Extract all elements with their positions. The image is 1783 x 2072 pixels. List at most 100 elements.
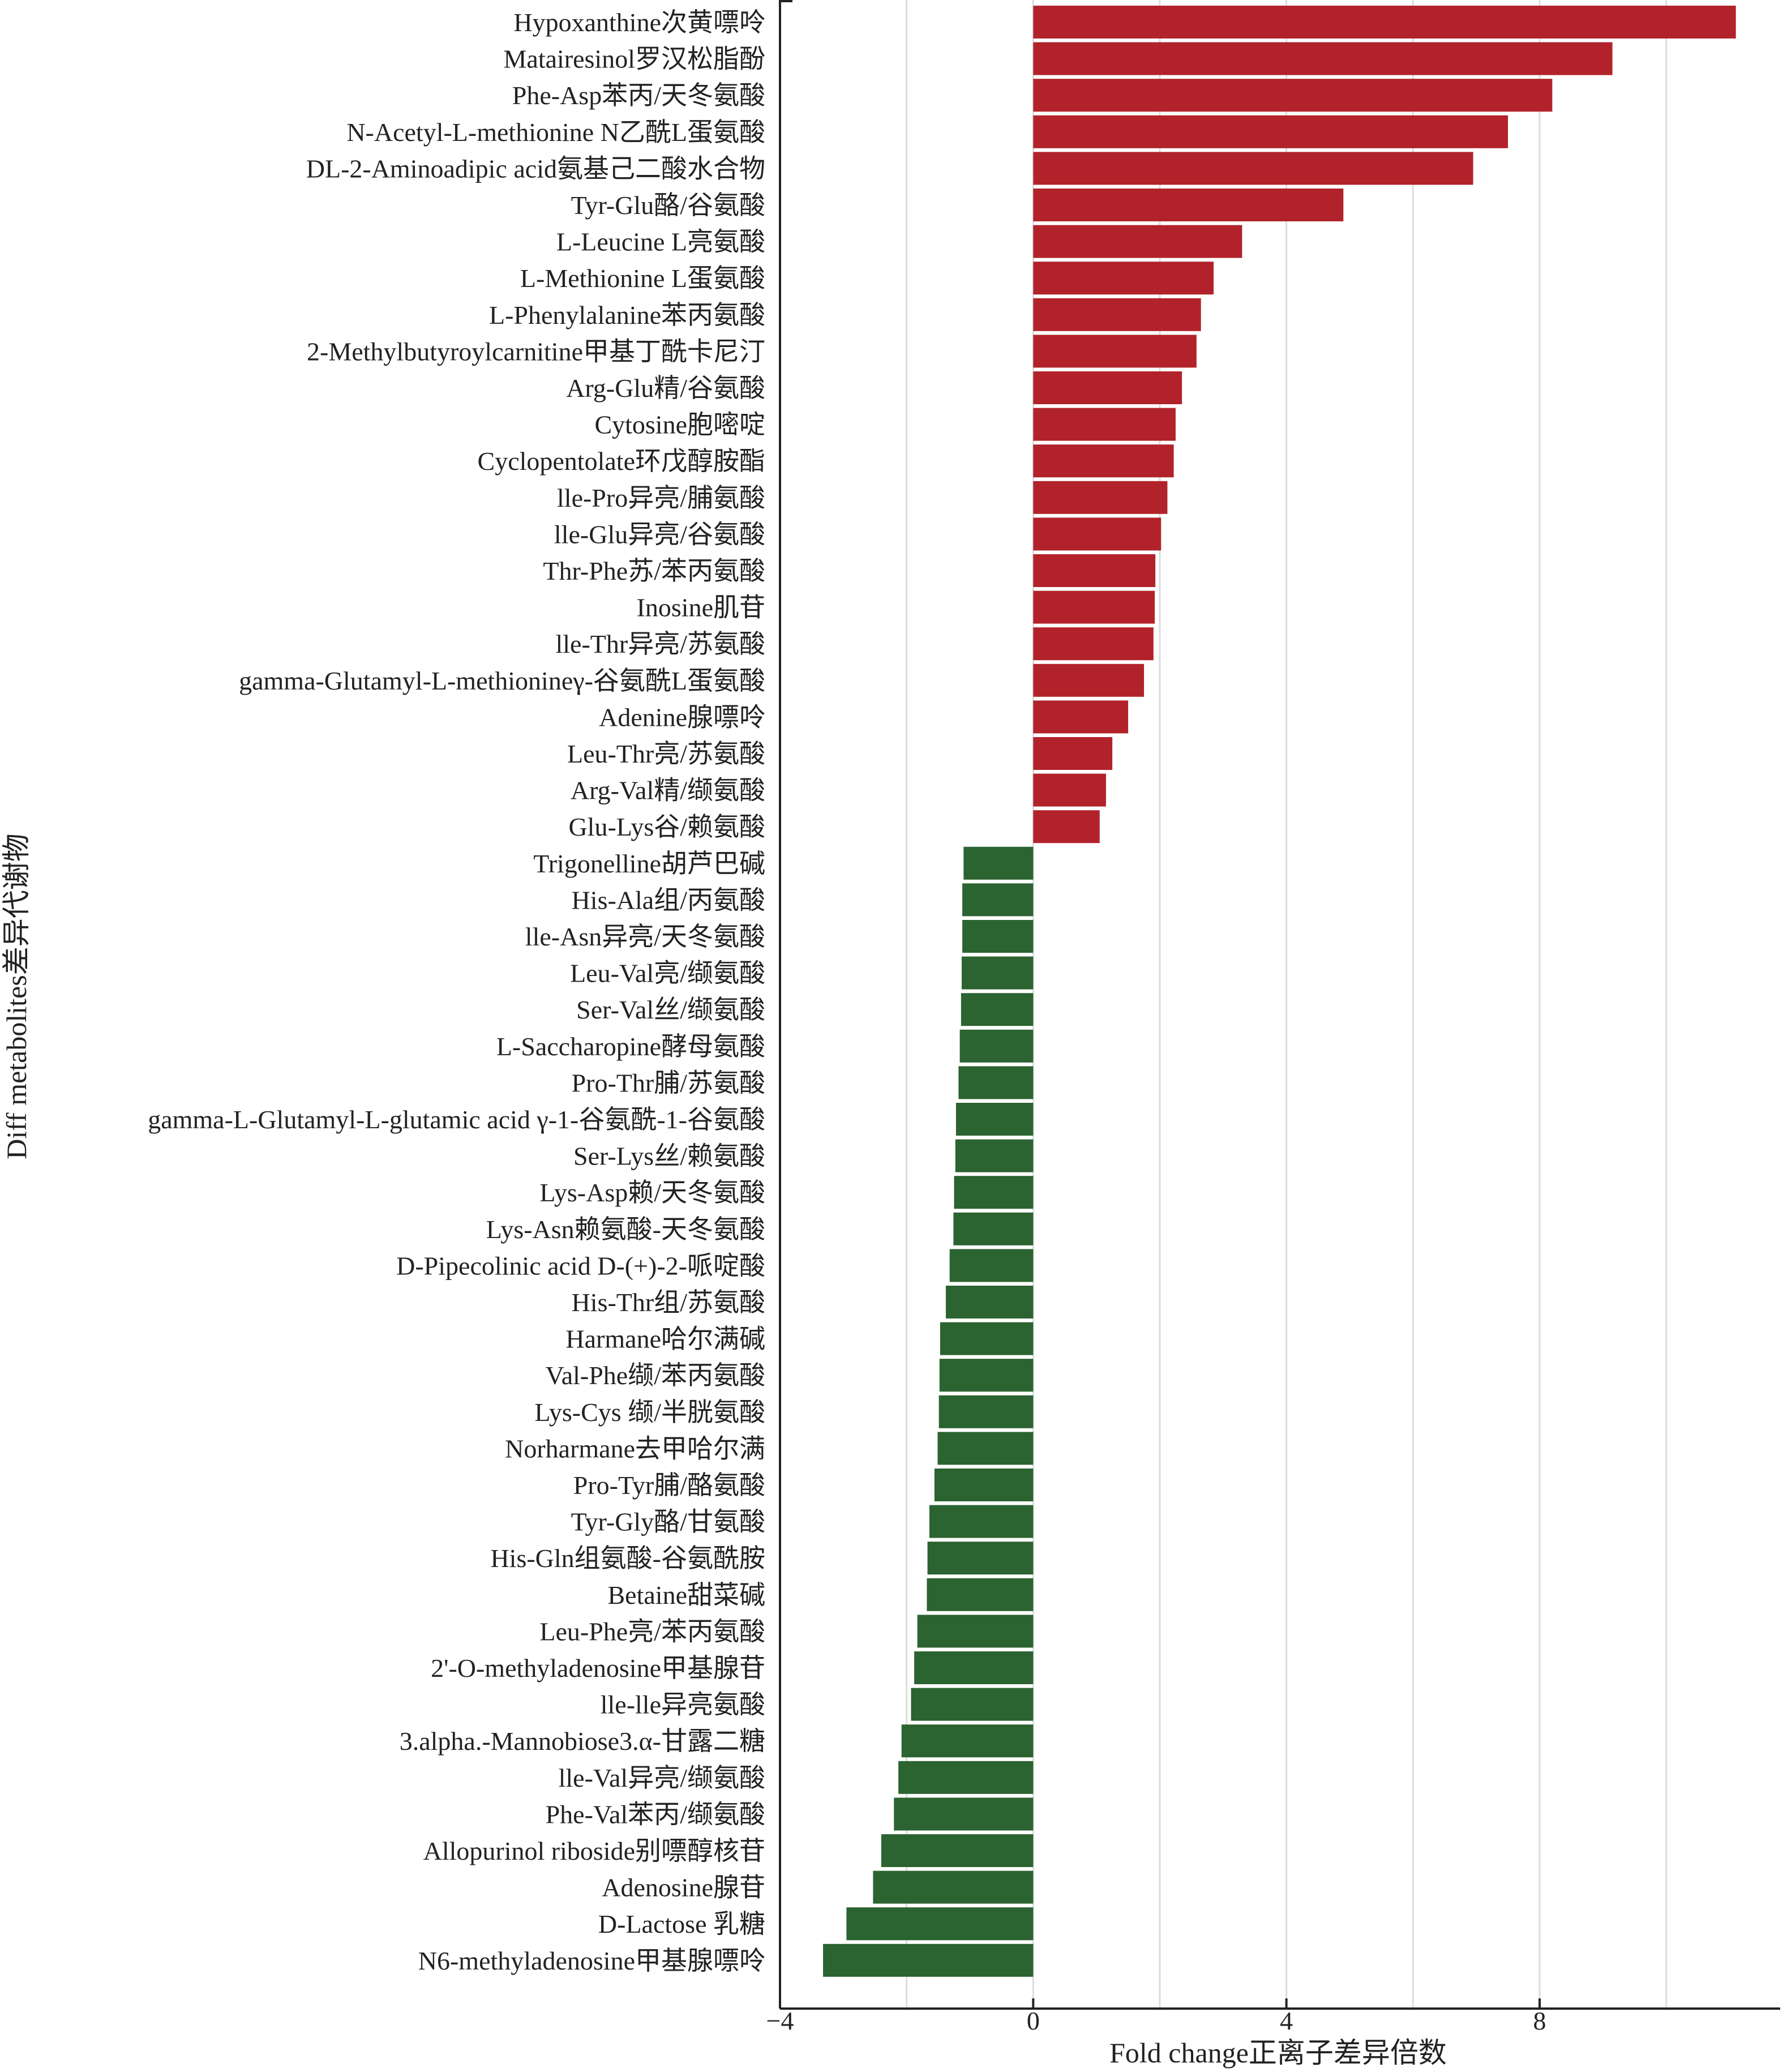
category-label: gamma-L-Glutamyl-L-glutamic acid γ-1-谷氨酰… — [148, 1105, 765, 1134]
x-axis-title: Fold change正离子差异倍数 — [1109, 2037, 1447, 2069]
category-label: Inosine肌苷 — [637, 593, 765, 622]
bar — [1033, 152, 1473, 185]
category-label: Lys-Cys 缬/半胱氨酸 — [534, 1398, 765, 1427]
category-label: 3.alpha.-Mannobiose3.α-甘露二糖 — [400, 1727, 765, 1756]
category-label: His-Ala组/丙氨酸 — [572, 885, 765, 914]
bar — [1033, 810, 1100, 844]
category-label: D-Lactose 乳糖 — [598, 1910, 765, 1938]
bar — [1033, 371, 1182, 404]
category-label: Adenosine腺苷 — [602, 1873, 765, 1902]
category-label: Hypoxanthine次黄嘌呤 — [513, 8, 765, 37]
bar — [1033, 444, 1174, 478]
category-label: Betaine甜菜碱 — [608, 1581, 766, 1609]
category-label: Allopurinol riboside别嘌醇核苷 — [423, 1836, 765, 1865]
category-label: Leu-Thr亮/苏氨酸 — [567, 739, 765, 768]
bar — [961, 956, 1034, 990]
category-label: Phe-Asp苯丙/天冬氨酸 — [512, 81, 765, 110]
category-label: lle-Thr异亮/苏氨酸 — [556, 630, 766, 658]
bar — [1033, 590, 1155, 624]
bar — [1033, 554, 1156, 587]
category-label: lle-Val异亮/缬氨酸 — [559, 1763, 765, 1792]
bar — [1033, 262, 1214, 295]
category-label: Lys-Asn赖氨酸-天冬氨酸 — [486, 1215, 765, 1244]
x-tick-label: 4 — [1280, 2006, 1293, 2035]
bar — [1033, 408, 1176, 441]
category-label: Pro-Thr脯/苏氨酸 — [572, 1068, 765, 1097]
x-tick-label: −4 — [766, 2006, 794, 2035]
category-label: L-Phenylalanine苯丙氨酸 — [489, 301, 765, 329]
bars — [823, 6, 1736, 1977]
bar — [962, 883, 1034, 917]
category-label: Arg-Glu精/谷氨酸 — [566, 374, 765, 403]
category-label: Tyr-Gly酪/甘氨酸 — [571, 1508, 765, 1536]
category-label: Val-Phe缬/苯丙氨酸 — [546, 1361, 765, 1390]
bar — [917, 1615, 1034, 1648]
category-label: Arg-Val精/缬氨酸 — [571, 776, 765, 805]
bar — [929, 1505, 1034, 1538]
bar — [959, 1029, 1034, 1063]
bar — [823, 1943, 1034, 1977]
bar — [939, 1359, 1034, 1392]
bar — [963, 846, 1034, 880]
bar — [881, 1834, 1034, 1867]
bar — [898, 1761, 1034, 1794]
bar — [946, 1286, 1034, 1318]
bar — [958, 1066, 1034, 1099]
x-tick-label: 8 — [1533, 2006, 1546, 2035]
category-label: Thr-Phe苏/苯丙氨酸 — [543, 556, 765, 585]
bar — [927, 1578, 1034, 1611]
bar — [1033, 663, 1145, 697]
category-label: lle-lle异亮氨酸 — [601, 1690, 765, 1719]
bar — [846, 1907, 1034, 1941]
category-labels: Hypoxanthine次黄嘌呤 Matairesinol罗汉松脂酚 Phe-Asp… — [148, 8, 765, 1975]
category-label: Pro-Tyr脯/酪氨酸 — [573, 1471, 765, 1500]
category-label: Leu-Val亮/缬氨酸 — [570, 959, 765, 988]
bar — [937, 1432, 1034, 1465]
bar — [938, 1395, 1034, 1428]
category-label: lle-Glu异亮/谷氨酸 — [554, 520, 765, 549]
bar — [901, 1724, 1034, 1758]
bar — [1033, 225, 1242, 258]
bar — [1033, 298, 1201, 331]
bar — [873, 1870, 1034, 1904]
category-label: L-Saccharopine酵母氨酸 — [496, 1032, 765, 1061]
bar — [1033, 517, 1161, 551]
bar — [1033, 79, 1553, 112]
category-label: Ser-Lys丝/赖氨酸 — [573, 1142, 765, 1171]
bar — [962, 920, 1034, 953]
category-label: L-Methionine L蛋氨酸 — [520, 264, 765, 293]
category-label: Harmane哈尔满碱 — [565, 1325, 765, 1354]
category-label: lle-Asn异亮/天冬氨酸 — [525, 922, 765, 951]
category-label: N-Acetyl-L-methionine N乙酰L蛋氨酸 — [346, 118, 765, 147]
bar — [911, 1688, 1034, 1721]
category-label: Trigonelline胡芦巴碱 — [533, 849, 765, 878]
bar — [934, 1469, 1034, 1501]
bar — [1033, 42, 1613, 75]
gridlines — [906, 0, 1668, 2009]
bar — [927, 1542, 1034, 1575]
category-label: DL-2-Aminoadipic acid氨基己二酸水合物 — [306, 154, 765, 183]
category-label: His-Gln组氨酸-谷氨酰胺 — [490, 1544, 765, 1573]
category-label: D-Pipecolinic acid D-(+)-2-哌啶酸 — [396, 1251, 765, 1280]
category-label: Cytosine胞嘧啶 — [594, 410, 765, 439]
category-label: 2-Methylbutyroylcarnitine甲基丁酰卡尼汀 — [307, 337, 765, 366]
category-label: Tyr-Glu酪/谷氨酸 — [571, 191, 765, 220]
category-label: Lys-Asp赖/天冬氨酸 — [539, 1178, 765, 1207]
category-label: gamma-Glutamyl-L-methionineγ-谷氨酰L蛋氨酸 — [239, 666, 765, 695]
y-axis-title: Diff metabolites差异代谢物 — [1, 833, 32, 1159]
bar — [1033, 189, 1344, 221]
bar — [1033, 6, 1736, 38]
x-ticks: −4 0 4 8 — [766, 1998, 1546, 2035]
bar — [955, 1139, 1034, 1172]
bar — [1033, 737, 1113, 770]
axes — [779, 0, 1780, 2010]
bar — [940, 1322, 1034, 1355]
category-label: lle-Pro异亮/脯氨酸 — [557, 483, 765, 512]
category-label: Glu-Lys谷/赖氨酸 — [568, 812, 765, 841]
category-label: 2'-O-methyladenosine甲基腺苷 — [431, 1654, 765, 1683]
category-label: N6-methyladenosine甲基腺嘌呤 — [418, 1946, 765, 1975]
category-label: Norharmane去甲哈尔满 — [505, 1434, 765, 1463]
category-label: Cyclopentolate环戊醇胺酯 — [478, 447, 765, 476]
bar — [914, 1651, 1034, 1684]
bar — [961, 993, 1034, 1026]
